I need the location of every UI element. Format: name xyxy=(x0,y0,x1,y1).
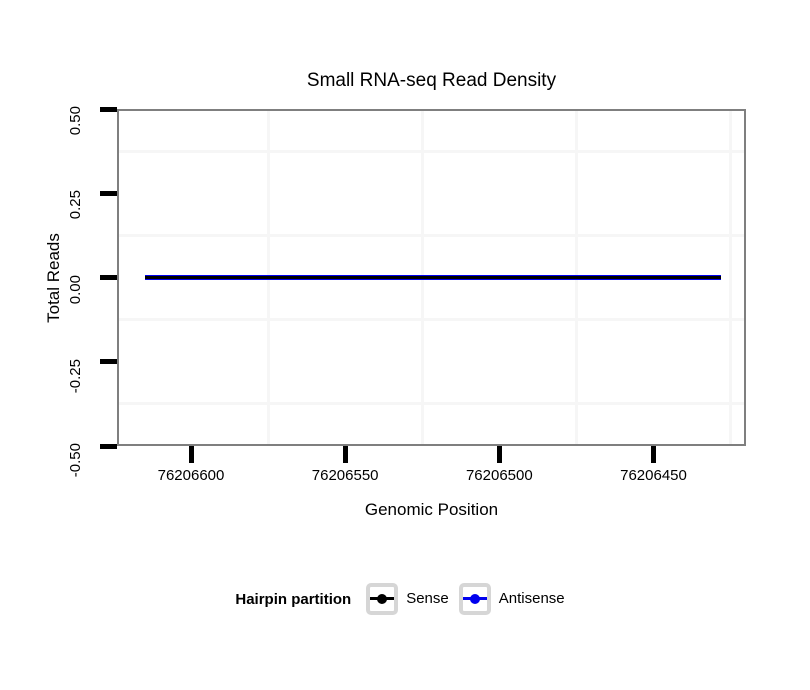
y-tick-mark xyxy=(100,106,117,112)
point-glyph-icon xyxy=(469,594,480,604)
y-tick-label: 0.50 xyxy=(67,106,84,136)
point-glyph-icon xyxy=(377,594,388,604)
y-tick-label: 0.25 xyxy=(67,190,84,220)
series-line-sense xyxy=(144,276,722,279)
legend-key-sense xyxy=(366,583,399,615)
x-tick-label: 76206550 xyxy=(311,467,379,484)
x-tick-label: 76206600 xyxy=(157,467,225,484)
minor-gridline-vertical xyxy=(729,111,733,444)
y-tick-mark xyxy=(100,275,117,280)
x-tick-mark xyxy=(496,446,502,463)
minor-gridline-horizontal xyxy=(119,402,744,406)
y-tick-mark xyxy=(100,443,117,449)
x-tick-label: 76206500 xyxy=(465,467,533,484)
y-tick-label: 0.00 xyxy=(67,274,84,304)
minor-gridline-horizontal xyxy=(119,149,744,153)
legend: Hairpin partition Sense Antisense xyxy=(0,581,810,617)
y-tick-mark xyxy=(100,190,117,196)
legend-entry-label: Sense xyxy=(406,590,449,607)
y-tick-label: -0.25 xyxy=(67,358,84,393)
x-tick-mark xyxy=(342,446,348,463)
legend-key-antisense xyxy=(458,583,491,615)
legend-entry-label: Antisense xyxy=(498,590,565,607)
chart-title: Small RNA-seq Read Density xyxy=(306,70,557,91)
x-tick-mark xyxy=(651,446,656,463)
x-tick-label: 76206450 xyxy=(620,467,687,484)
x-tick-mark xyxy=(188,446,194,463)
x-axis-title: Genomic Position xyxy=(364,500,499,519)
y-axis-title: Total Reads xyxy=(44,233,63,323)
y-tick-mark xyxy=(100,359,117,365)
y-tick-label: -0.50 xyxy=(67,443,84,478)
legend-title: Hairpin partition xyxy=(235,590,352,608)
legend-entry-antisense: Antisense xyxy=(458,583,565,615)
legend-entry-sense: Sense xyxy=(366,583,449,615)
plot-panel xyxy=(117,109,746,446)
minor-gridline-horizontal xyxy=(119,318,744,322)
minor-gridline-horizontal xyxy=(119,233,744,237)
